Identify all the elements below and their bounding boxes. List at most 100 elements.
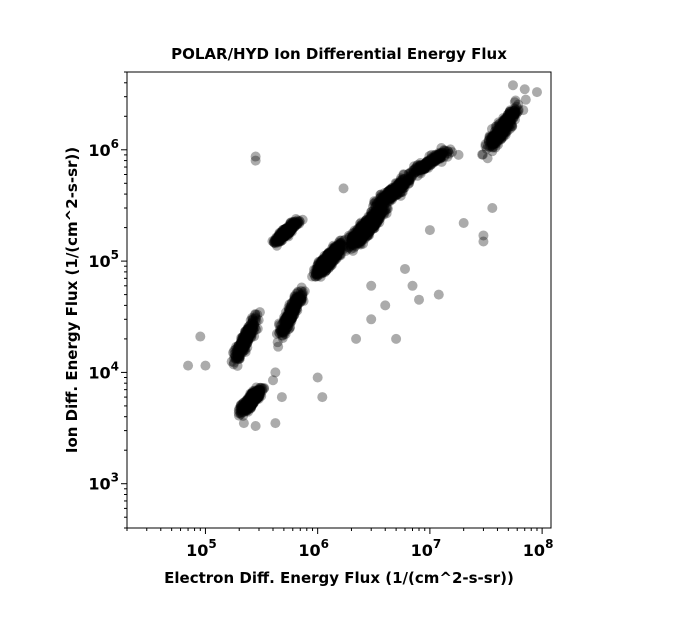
data-point <box>252 391 263 402</box>
data-point <box>279 316 290 327</box>
data-point <box>285 311 296 322</box>
data-point <box>285 307 296 318</box>
data-point <box>283 309 294 320</box>
data-point <box>250 391 261 402</box>
data-point <box>240 344 251 355</box>
data-point <box>243 395 254 406</box>
data-point <box>251 389 262 400</box>
data-point <box>240 397 251 408</box>
data-point <box>244 397 255 408</box>
data-point <box>252 388 263 399</box>
data-point <box>288 302 299 313</box>
data-point <box>234 403 245 414</box>
data-point <box>243 396 254 407</box>
data-point <box>250 391 261 402</box>
data-point <box>283 318 294 329</box>
data-point <box>284 311 295 322</box>
data-point <box>234 351 245 362</box>
data-point <box>297 287 308 298</box>
data-point <box>248 395 259 406</box>
data-point <box>234 345 245 356</box>
data-point <box>233 407 244 418</box>
data-point <box>238 402 249 413</box>
data-point <box>254 388 265 399</box>
data-point <box>245 403 256 414</box>
data-point <box>284 299 295 310</box>
data-point <box>254 382 265 393</box>
data-point <box>284 307 295 318</box>
data-point <box>249 389 260 400</box>
data-point <box>255 386 266 397</box>
data-point <box>247 324 258 335</box>
data-point <box>245 398 256 409</box>
data-point <box>245 396 256 407</box>
data-point <box>295 293 306 304</box>
data-point <box>296 293 307 304</box>
data-point <box>245 399 256 410</box>
data-point <box>247 393 258 404</box>
data-point <box>245 395 256 406</box>
data-point <box>287 306 298 317</box>
data-point <box>252 393 263 404</box>
y-tick-label: 103 <box>88 471 119 494</box>
data-point <box>233 340 244 351</box>
data-point <box>248 397 259 408</box>
data-point <box>247 392 258 403</box>
data-point <box>292 300 303 311</box>
data-point <box>226 356 237 367</box>
data-point <box>242 329 253 340</box>
data-point <box>282 315 293 326</box>
data-point <box>241 400 252 411</box>
data-point <box>239 402 250 413</box>
data-point <box>289 291 300 302</box>
data-point <box>241 333 252 344</box>
data-point <box>248 391 259 402</box>
data-point <box>240 329 251 340</box>
data-point <box>289 305 300 316</box>
data-point <box>237 331 248 342</box>
data-point <box>246 397 257 408</box>
data-point <box>288 306 299 317</box>
data-point <box>239 403 250 414</box>
data-point <box>233 410 244 421</box>
data-point <box>228 359 239 370</box>
data-point <box>252 388 263 399</box>
data-point <box>240 400 251 411</box>
data-point <box>247 387 258 398</box>
data-point <box>239 335 250 346</box>
data-point <box>249 393 260 404</box>
data-point <box>243 399 254 410</box>
data-point <box>243 398 254 409</box>
data-point <box>284 312 295 323</box>
data-point <box>251 392 262 403</box>
data-point <box>285 304 296 315</box>
data-point <box>245 393 256 404</box>
data-point <box>291 299 302 310</box>
data-point <box>239 400 250 411</box>
data-point <box>237 339 248 350</box>
data-point <box>285 313 296 324</box>
data-point <box>248 392 259 403</box>
data-point <box>242 324 253 335</box>
data-point <box>232 349 243 360</box>
data-point <box>254 388 265 399</box>
data-point <box>244 400 255 411</box>
data-point <box>268 375 279 386</box>
data-point <box>251 390 262 401</box>
data-point <box>237 335 248 346</box>
data-point <box>248 393 259 404</box>
data-point <box>238 338 249 349</box>
data-point <box>248 388 259 399</box>
data-point <box>287 307 298 318</box>
data-point <box>247 327 258 338</box>
data-point <box>239 402 250 413</box>
data-point <box>288 302 299 313</box>
data-point <box>236 401 247 412</box>
data-point <box>237 336 248 347</box>
data-point <box>248 325 259 336</box>
data-point <box>246 393 257 404</box>
data-point <box>247 389 258 400</box>
data-point <box>248 390 259 401</box>
data-point <box>240 404 251 415</box>
data-point <box>238 331 249 342</box>
